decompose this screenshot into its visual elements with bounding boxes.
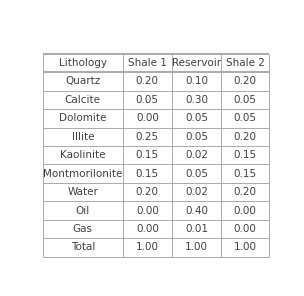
Text: 1.00: 1.00: [185, 242, 208, 252]
Text: 0.20: 0.20: [234, 132, 257, 142]
Text: 0.05: 0.05: [136, 95, 159, 105]
Text: 0.02: 0.02: [185, 187, 208, 197]
Text: 0.00: 0.00: [136, 113, 159, 123]
Text: 0.10: 0.10: [185, 76, 208, 86]
Text: 0.00: 0.00: [136, 224, 159, 234]
Text: 0.15: 0.15: [136, 169, 159, 178]
Text: Gas: Gas: [73, 224, 93, 234]
Text: Shale 2: Shale 2: [226, 58, 264, 68]
Text: Kaolinite: Kaolinite: [60, 150, 105, 160]
Text: 0.20: 0.20: [234, 76, 257, 86]
Text: Oil: Oil: [76, 205, 90, 215]
Text: 0.15: 0.15: [233, 169, 257, 178]
Text: 0.00: 0.00: [136, 205, 159, 215]
Text: Reservoir: Reservoir: [172, 58, 221, 68]
Text: 0.00: 0.00: [234, 224, 257, 234]
Text: Quartz: Quartz: [65, 76, 101, 86]
Text: 0.20: 0.20: [136, 187, 159, 197]
Text: Montmorilonite: Montmorilonite: [43, 169, 123, 178]
Text: Dolomite: Dolomite: [59, 113, 106, 123]
Text: 0.40: 0.40: [185, 205, 208, 215]
Text: 0.15: 0.15: [233, 150, 257, 160]
Text: 0.00: 0.00: [234, 205, 257, 215]
Text: 1.00: 1.00: [136, 242, 159, 252]
Text: 0.05: 0.05: [185, 132, 208, 142]
Text: 0.05: 0.05: [185, 169, 208, 178]
Text: Lithology: Lithology: [59, 58, 107, 68]
Text: 0.01: 0.01: [185, 224, 208, 234]
Text: 0.20: 0.20: [136, 76, 159, 86]
Text: Calcite: Calcite: [65, 95, 101, 105]
Text: 0.30: 0.30: [185, 95, 208, 105]
Text: 0.05: 0.05: [185, 113, 208, 123]
Text: 0.05: 0.05: [234, 95, 257, 105]
Text: 0.02: 0.02: [185, 150, 208, 160]
Text: Illite: Illite: [72, 132, 94, 142]
Text: Shale 1: Shale 1: [128, 58, 167, 68]
Text: 0.25: 0.25: [136, 132, 159, 142]
Text: 1.00: 1.00: [234, 242, 257, 252]
Text: 0.20: 0.20: [234, 187, 257, 197]
Text: Water: Water: [67, 187, 98, 197]
Text: 0.05: 0.05: [234, 113, 257, 123]
Text: Total: Total: [71, 242, 95, 252]
Text: 0.15: 0.15: [136, 150, 159, 160]
